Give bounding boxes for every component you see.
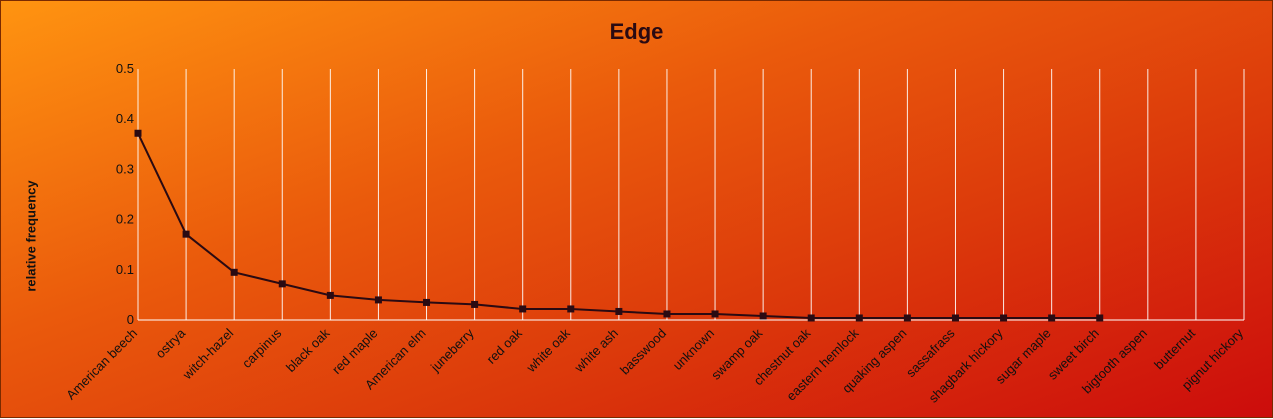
x-tick-label: juneberry	[427, 325, 477, 375]
x-tick-label: butternut	[1151, 325, 1198, 372]
data-point	[1048, 314, 1056, 322]
data-point	[567, 305, 575, 313]
data-point	[519, 305, 527, 313]
data-point	[423, 298, 431, 306]
data-point	[326, 291, 334, 299]
x-tick-label: white ash	[571, 326, 621, 376]
y-tick-label: 0.1	[116, 262, 134, 277]
y-tick-label: 0.3	[116, 161, 134, 176]
data-point	[711, 310, 719, 318]
chart-title: Edge	[609, 19, 664, 44]
y-tick-label: 0.5	[116, 61, 134, 76]
data-point	[759, 312, 767, 320]
x-tick-label: black oak	[283, 325, 333, 375]
y-tick-label: 0.4	[116, 111, 134, 126]
data-point	[855, 314, 863, 322]
data-point	[374, 296, 382, 304]
x-tick-label: red oak	[484, 325, 526, 367]
data-point	[663, 310, 671, 318]
x-tick-label: red maple	[329, 326, 380, 377]
x-tick-label: carpinus	[239, 325, 285, 371]
x-tick-label: unknown	[670, 326, 717, 373]
data-point	[951, 314, 959, 322]
data-point	[807, 314, 815, 322]
y-tick-label: 0	[127, 312, 134, 327]
data-point	[134, 129, 142, 137]
x-tick-label: ostrya	[153, 325, 189, 361]
x-tick-label: witch-hazel	[179, 325, 236, 382]
x-tick-label: basswood	[617, 326, 669, 378]
data-point	[1096, 314, 1104, 322]
data-point	[278, 280, 286, 288]
data-point	[903, 314, 911, 322]
data-point	[1000, 314, 1008, 322]
x-tick-label: white oak	[523, 325, 574, 376]
y-tick-label: 0.2	[116, 212, 134, 227]
data-point	[182, 230, 190, 238]
x-tick-label: American beech	[63, 326, 140, 403]
data-point	[471, 300, 479, 308]
data-point	[230, 268, 238, 276]
data-point	[615, 307, 623, 315]
